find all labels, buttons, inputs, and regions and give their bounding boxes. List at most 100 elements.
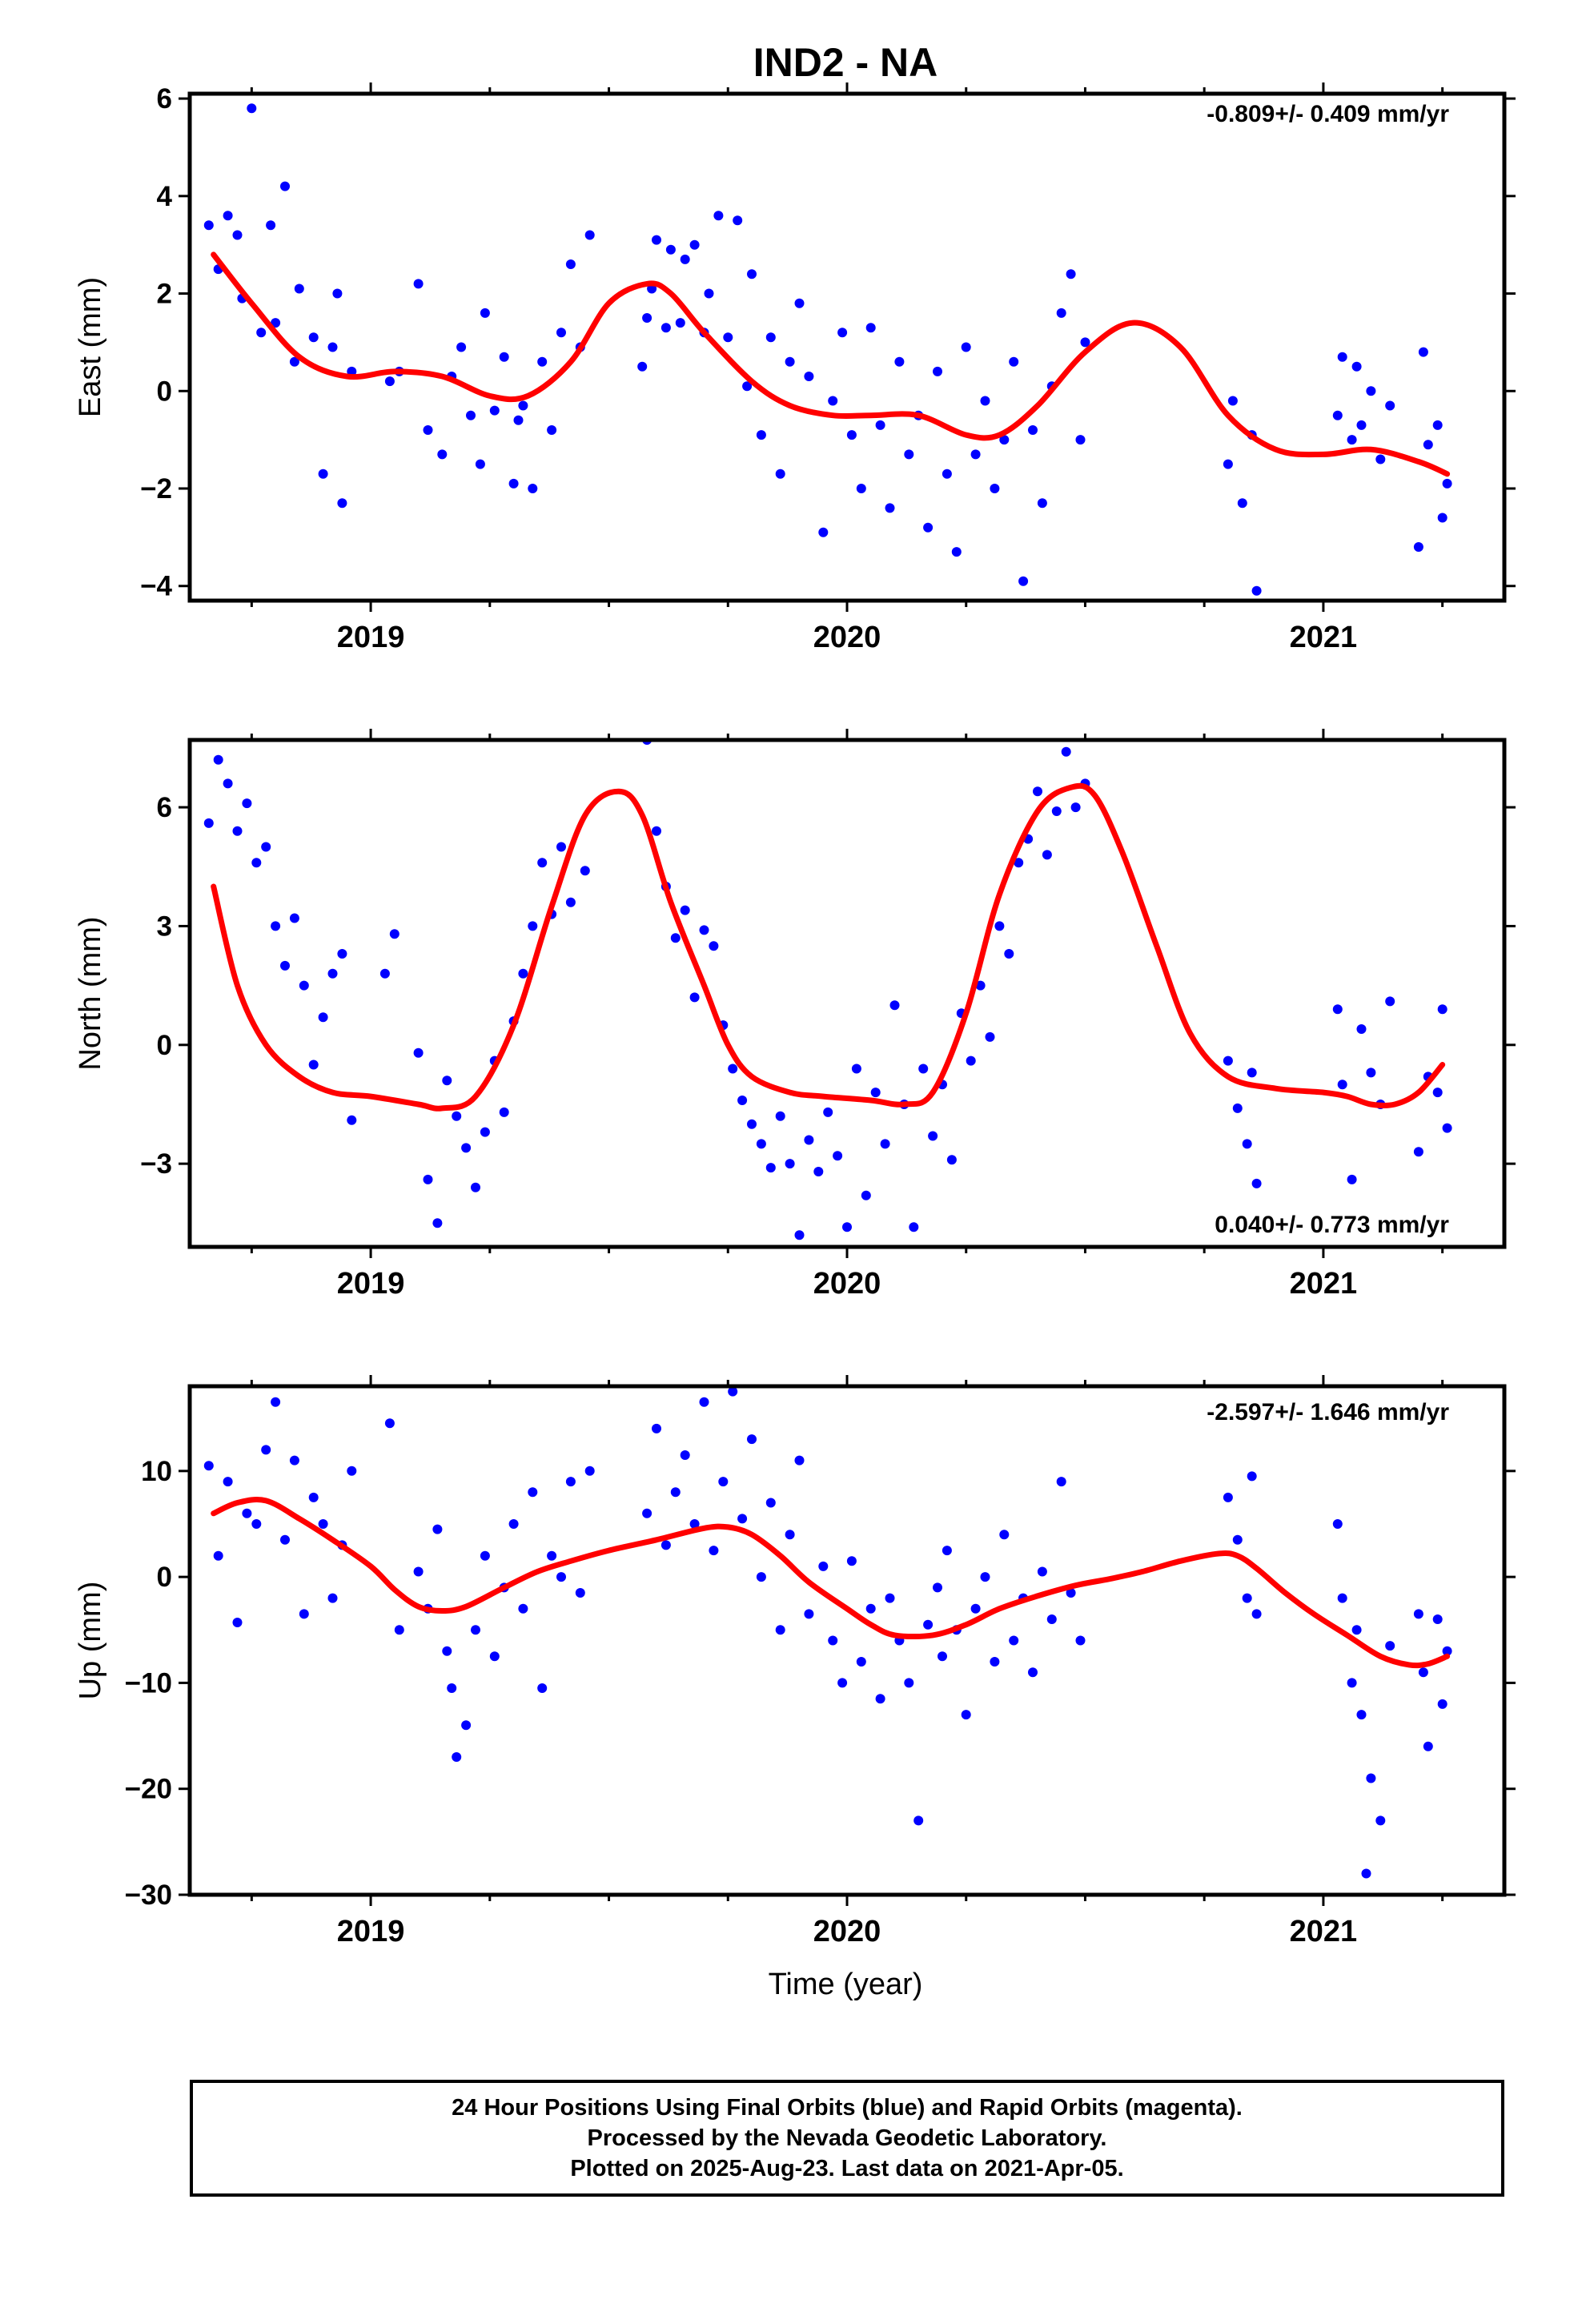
north-data-point — [499, 1107, 509, 1117]
east-data-point — [1237, 498, 1247, 509]
up-data-point — [794, 1455, 805, 1466]
north-data-point — [1251, 1178, 1262, 1188]
north-data-point — [1014, 858, 1024, 868]
east-data-point — [689, 239, 700, 250]
up-data-point — [299, 1609, 309, 1619]
east-data-point — [537, 356, 548, 367]
up-data-point — [1223, 1492, 1233, 1502]
up-data-point — [756, 1572, 766, 1582]
up-data-point — [232, 1618, 243, 1627]
east-data-point — [271, 318, 281, 328]
up-data-point — [1418, 1667, 1428, 1678]
up-data-point — [904, 1678, 914, 1688]
up-y-tick-label: −20 — [125, 1774, 172, 1805]
footer-line-3: Plotted on 2025-Aug-23. Last data on 202… — [570, 2156, 1124, 2181]
north-data-point — [537, 858, 548, 868]
north-data-point — [1033, 786, 1042, 797]
east-data-point — [289, 356, 299, 367]
east-data-point — [280, 181, 290, 191]
north-data-point — [1437, 1004, 1447, 1015]
up-data-point — [875, 1694, 885, 1704]
up-data-point — [575, 1588, 585, 1598]
up-data-point — [1242, 1593, 1252, 1603]
east-x-tick-label: 2019 — [337, 621, 405, 654]
up-y-tick-label: −10 — [125, 1667, 172, 1699]
east-data-point — [547, 425, 557, 435]
up-data-point — [846, 1556, 857, 1566]
east-data-point — [266, 220, 276, 231]
east-data-point — [1356, 420, 1367, 430]
east-data-point — [1056, 308, 1066, 318]
north-data-point — [1223, 1055, 1233, 1066]
north-data-point — [327, 968, 338, 979]
north-data-point — [804, 1135, 814, 1145]
east-data-point — [232, 230, 243, 240]
up-data-point — [432, 1524, 443, 1534]
up-data-point — [709, 1546, 719, 1556]
up-data-point — [1251, 1609, 1262, 1619]
north-data-point — [318, 1012, 328, 1023]
north-y-axis-label: North (mm) — [74, 916, 107, 1070]
up-fit-line — [211, 1497, 1451, 1669]
east-fit-line — [211, 251, 1451, 477]
north-data-point — [680, 905, 690, 915]
north-x-tick-label: 2020 — [813, 1267, 881, 1301]
east-data-point — [642, 313, 652, 323]
north-data-point — [946, 1155, 957, 1165]
up-panel: −30 −20 −10 0 10 2019 2020 2021 Up (mm) -2.597+/-… — [74, 1375, 1516, 1948]
north-data-point — [1004, 949, 1014, 959]
east-data-point — [513, 415, 524, 425]
east-data-point — [856, 484, 866, 493]
up-data-point — [384, 1418, 395, 1429]
east-data-point — [875, 420, 885, 430]
east-y-tick-label: 4 — [157, 181, 173, 212]
north-data-point — [580, 866, 590, 876]
up-data-point — [961, 1710, 971, 1720]
up-data-point — [661, 1540, 671, 1550]
up-data-point — [308, 1492, 319, 1502]
up-data-point — [913, 1815, 924, 1826]
north-data-point — [261, 842, 271, 852]
north-fit-line — [211, 782, 1446, 1112]
east-data-point — [980, 396, 990, 406]
up-data-point — [804, 1609, 814, 1619]
east-data-point — [990, 484, 1000, 493]
east-data-point — [1227, 396, 1238, 406]
north-data-point — [337, 949, 347, 959]
up-data-point — [223, 1477, 233, 1487]
east-data-point — [865, 323, 876, 333]
north-data-point — [823, 1107, 833, 1117]
north-data-point — [232, 826, 243, 836]
north-data-point — [480, 1127, 490, 1137]
north-plot-frame — [187, 738, 1507, 1249]
north-data-point — [756, 1139, 766, 1149]
east-data-point — [765, 332, 776, 343]
up-data-layer — [203, 1386, 1452, 1879]
east-data-point — [1028, 425, 1038, 435]
east-data-point — [747, 269, 757, 279]
east-data-point — [723, 332, 733, 343]
east-data-point — [508, 478, 519, 489]
up-data-point — [327, 1593, 338, 1603]
north-data-point — [842, 1222, 852, 1232]
north-panel: −3 0 3 6 2019 2020 2021 North (mm) 0.040+/- 0.77… — [74, 729, 1516, 1301]
north-data-point — [528, 921, 538, 931]
footer-line-2: Processed by the Nevada Geodetic Laborat… — [587, 2125, 1107, 2151]
east-data-point — [675, 318, 685, 328]
up-data-point — [1385, 1641, 1395, 1651]
up-data-point — [447, 1683, 457, 1693]
east-data-point — [785, 356, 795, 367]
up-data-point — [251, 1519, 262, 1529]
east-data-point — [466, 410, 476, 420]
up-data-point — [1056, 1477, 1066, 1487]
east-data-point — [1037, 498, 1047, 509]
east-data-point — [1018, 576, 1029, 586]
east-y-tick-label: 0 — [157, 376, 172, 407]
north-data-point — [432, 1218, 443, 1228]
east-x-tick-label: 2021 — [1290, 621, 1358, 654]
footer-line-1: 24 Hour Positions Using Final Orbits (bl… — [452, 2095, 1243, 2121]
north-data-point — [994, 921, 1005, 931]
north-data-point — [918, 1063, 929, 1074]
north-data-point — [1366, 1068, 1376, 1078]
